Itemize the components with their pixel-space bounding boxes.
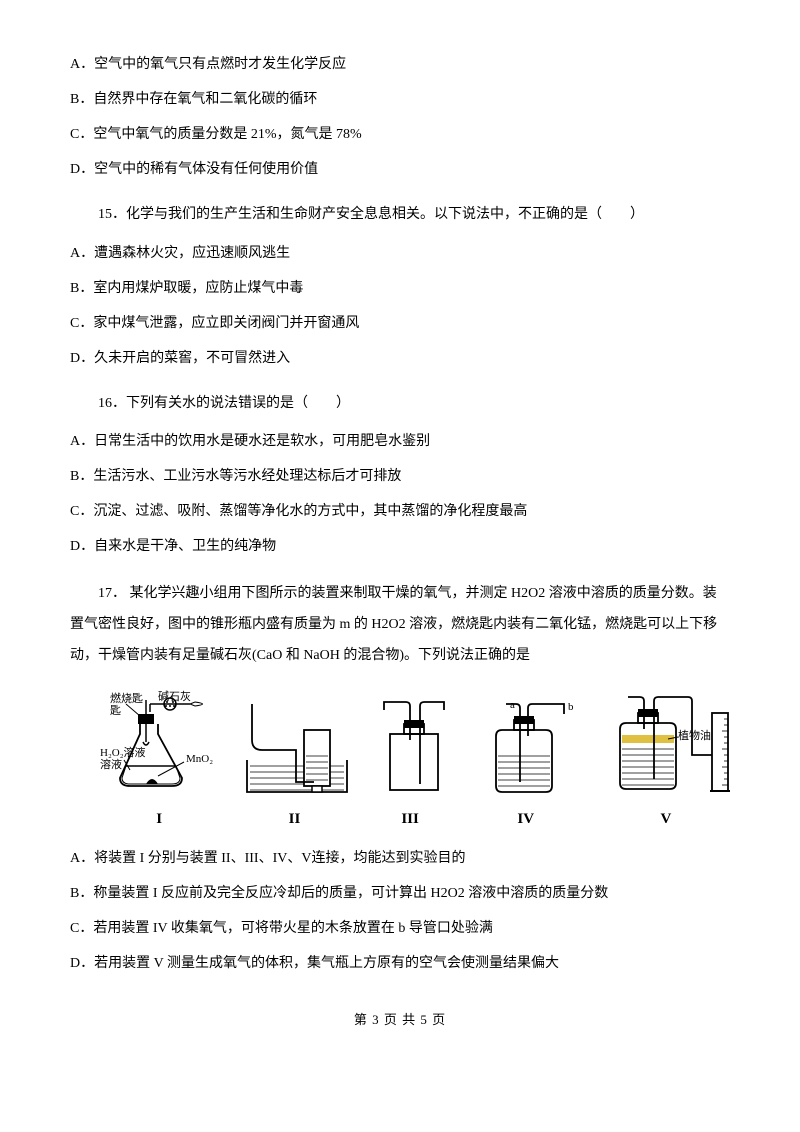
device-4: a b <box>476 700 586 800</box>
q17-option-d: D．若用装置 V 测量生成氧气的体积，集气瓶上方原有的空气会使测量结果偏大 <box>70 953 730 974</box>
q15-option-d: D．久未开启的菜窖，不可冒然进入 <box>70 348 730 369</box>
mno2-label: MnO₂ <box>186 753 213 765</box>
q17-option-b: B．称量装置 I 反应前及完全反应冷却后的质量，可计算出 H2O2 溶液中溶质的… <box>70 883 730 904</box>
q15-option-c: C．家中煤气泄露，应立即关闭阀门并开窗通风 <box>70 313 730 334</box>
q16-stem: 16．下列有关水的说法错误的是（ ） <box>70 391 730 418</box>
device-labels: I II III IV V <box>100 808 730 831</box>
q17-option-a: A．将装置 I 分别与装置 II、III、IV、V连接，均能达到实验目的 <box>70 848 730 869</box>
label-V: V <box>602 808 730 831</box>
spoon-label: 燃烧匙 <box>110 691 143 705</box>
device-2 <box>242 700 352 800</box>
q14-option-c: C．空气中氧气的质量分数是 21%，氮气是 78% <box>70 124 730 145</box>
label-IV: IV <box>472 808 580 831</box>
oil-label: 植物油 <box>678 728 711 742</box>
svg-text:溶液: 溶液 <box>100 757 122 771</box>
h2o2-label: H₂O₂溶液 <box>100 745 146 759</box>
device-1: 碱石灰 燃烧匙 匙 MnO₂ H₂O₂溶液 溶液 <box>100 690 220 800</box>
q17-diagram: 碱石灰 燃烧匙 匙 MnO₂ H₂O₂溶液 溶液 <box>100 690 730 831</box>
q16-option-d: D．自来水是干净、卫生的纯净物 <box>70 536 730 557</box>
label-III: III <box>371 808 450 831</box>
q16-option-a: A．日常生活中的饮用水是硬水还是软水，可用肥皂水鉴别 <box>70 431 730 452</box>
q15-option-a: A．遭遇森林火灾，应迅速顺风逃生 <box>70 243 730 264</box>
q14-option-b: B．自然界中存在氧气和二氧化碳的循环 <box>70 89 730 110</box>
label-II: II <box>240 808 348 831</box>
q14-option-a: A．空气中的氧气只有点燃时才发生化学反应 <box>70 54 730 75</box>
page-footer: 第 3 页 共 5 页 <box>70 1010 730 1030</box>
q14-option-d: D．空气中的稀有气体没有任何使用价值 <box>70 159 730 180</box>
q15-stem: 15．化学与我们的生产生活和生命财产安全息息相关。以下说法中，不正确的是（ ） <box>70 202 730 229</box>
q17-stem: 17． 某化学兴趣小组用下图所示的装置来制取干燥的氧气，并测定 H2O2 溶液中… <box>70 579 730 671</box>
q16-option-c: C．沉淀、过滤、吸附、蒸馏等净化水的方式中，其中蒸馏的净化程度最高 <box>70 501 730 522</box>
label-a: a <box>510 700 515 711</box>
svg-text:匙: 匙 <box>110 704 121 717</box>
label-I: I <box>100 808 218 831</box>
q17-option-c: C．若用装置 IV 收集氧气，可将带火星的木条放置在 b 导管口处验满 <box>70 918 730 939</box>
q15-option-b: B．室内用煤炉取暖，应防止煤气中毒 <box>70 278 730 299</box>
device-3 <box>374 700 454 800</box>
device-5: 植物油 <box>608 695 738 800</box>
q16-option-b: B．生活污水、工业污水等污水经处理达标后才可排放 <box>70 466 730 487</box>
label-b: b <box>568 701 574 713</box>
